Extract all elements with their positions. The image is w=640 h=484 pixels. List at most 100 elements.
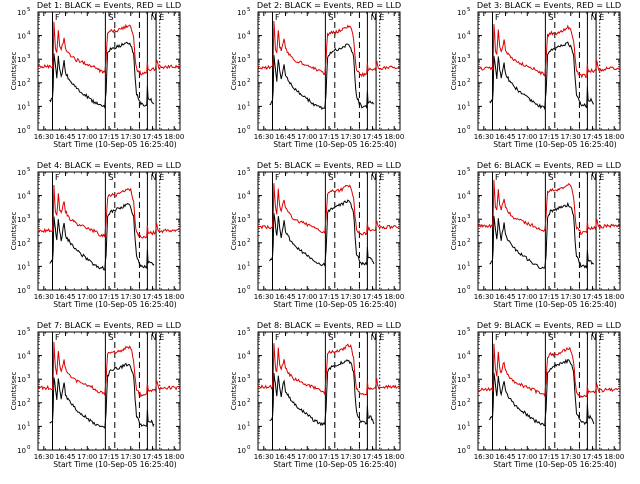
y-tick-exponent: 0 [467, 125, 471, 131]
x-tick-label: 17:00 [297, 293, 317, 301]
y-tick-base: 10 [17, 193, 26, 201]
x-tick-label: 17:30 [121, 453, 141, 461]
x-tick-label: 17:45 [142, 133, 162, 141]
marker-flag-label: E [599, 333, 604, 342]
marker-flag-label: E [379, 333, 384, 342]
x-tick-label: 16:30 [254, 133, 274, 141]
y-tick-exponent: 2 [247, 238, 251, 244]
marker-flag-label: F [55, 173, 60, 182]
series-lld-line [477, 179, 621, 235]
plot-frame [257, 331, 401, 451]
y-tick-exponent: 2 [467, 398, 471, 404]
x-tick-label: 18:00 [384, 133, 404, 141]
panel-title: Det 8: BLACK = Events, RED = LLD [257, 320, 401, 330]
y-tick-base: 10 [17, 240, 26, 248]
marker-flag-label: N [151, 13, 157, 22]
y-tick-label: 10 [17, 127, 26, 135]
panel-title: Det 9: BLACK = Events, RED = LLD [477, 320, 621, 330]
y-tick-base: 10 [457, 193, 466, 201]
y-tick-label: 10 [237, 287, 246, 295]
y-tick-exponent: 1 [27, 421, 31, 427]
y-tick-label: 10 [457, 216, 466, 224]
y-tick-base: 10 [237, 423, 246, 431]
x-tick-label: 18:00 [384, 293, 404, 301]
y-axis-label: Counts/sec [450, 52, 458, 91]
y-tick-base: 10 [17, 56, 26, 64]
x-tick-label: 17:45 [362, 453, 382, 461]
y-tick-label: 10 [457, 80, 466, 88]
marker-flag-label: S [109, 333, 114, 342]
y-tick-exponent: 5 [467, 167, 471, 173]
y-tick-exponent: 1 [247, 421, 251, 427]
y-tick-label: 10 [457, 33, 466, 41]
y-axis-label: Counts/sec [10, 212, 18, 251]
y-tick-base: 10 [17, 9, 26, 17]
y-tick-base: 10 [457, 400, 466, 408]
x-tick-label: 16:45 [275, 453, 295, 461]
y-tick-label: 10 [457, 376, 466, 384]
panel-title: Det 2: BLACK = Events, RED = LLD [257, 0, 401, 10]
y-tick-label: 10 [17, 329, 26, 337]
x-tick-label: 18:00 [164, 293, 184, 301]
y-tick-base: 10 [457, 287, 466, 295]
marker-flag-label: F [495, 173, 500, 182]
x-tick-label: 16:45 [495, 293, 515, 301]
y-tick-label: 10 [237, 376, 246, 384]
y-tick-base: 10 [457, 376, 466, 384]
panel-title: Det 3: BLACK = Events, RED = LLD [477, 0, 621, 10]
marker-flag-label: E [599, 13, 604, 22]
y-tick-base: 10 [237, 263, 246, 271]
y-tick-base: 10 [457, 263, 466, 271]
y-tick-label: 10 [237, 329, 246, 337]
marker-flag-label: F [495, 13, 500, 22]
panel-title: Det 7: BLACK = Events, RED = LLD [37, 320, 181, 330]
series-events-line [269, 43, 375, 110]
y-tick-base: 10 [237, 169, 246, 177]
y-tick-exponent: 2 [27, 238, 31, 244]
y-tick-base: 10 [237, 127, 246, 135]
y-tick-label: 10 [17, 103, 26, 111]
y-tick-base: 10 [17, 33, 26, 41]
y-tick-label: 10 [237, 240, 246, 248]
y-tick-label: 10 [457, 400, 466, 408]
y-tick-exponent: 3 [27, 374, 31, 380]
y-tick-base: 10 [457, 329, 466, 337]
y-tick-label: 10 [457, 127, 466, 135]
series-lld-line [257, 183, 401, 236]
marker-flag-label: N [371, 13, 377, 22]
marker-flag-label: S [109, 13, 114, 22]
y-tick-exponent: 2 [247, 398, 251, 404]
x-axis-label: Start Time (10-Sep-05 16:25:40) [493, 300, 617, 309]
y-tick-base: 10 [237, 80, 246, 88]
x-tick-label: 17:45 [582, 293, 602, 301]
x-tick-label: 17:45 [582, 133, 602, 141]
y-tick-base: 10 [237, 103, 246, 111]
marker-flag-label: S [329, 173, 334, 182]
x-tick-label: 16:30 [34, 133, 54, 141]
y-tick-exponent: 0 [467, 445, 471, 451]
x-axis-label: Start Time (10-Sep-05 16:25:40) [53, 460, 177, 469]
y-tick-base: 10 [17, 376, 26, 384]
y-tick-label: 10 [17, 56, 26, 64]
y-tick-label: 10 [17, 169, 26, 177]
marker-flag-label: N [371, 173, 377, 182]
y-tick-label: 10 [457, 329, 466, 337]
x-tick-label: 16:45 [55, 293, 75, 301]
y-tick-base: 10 [237, 193, 246, 201]
y-tick-base: 10 [237, 287, 246, 295]
y-tick-label: 10 [17, 193, 26, 201]
y-tick-exponent: 4 [27, 351, 31, 357]
y-tick-exponent: 3 [27, 214, 31, 220]
y-tick-exponent: 5 [27, 327, 31, 333]
y-tick-exponent: 5 [27, 7, 31, 13]
series-events-line [489, 41, 594, 111]
x-tick-label: 17:30 [561, 133, 581, 141]
marker-flag-label: E [599, 173, 604, 182]
y-tick-label: 10 [17, 423, 26, 431]
